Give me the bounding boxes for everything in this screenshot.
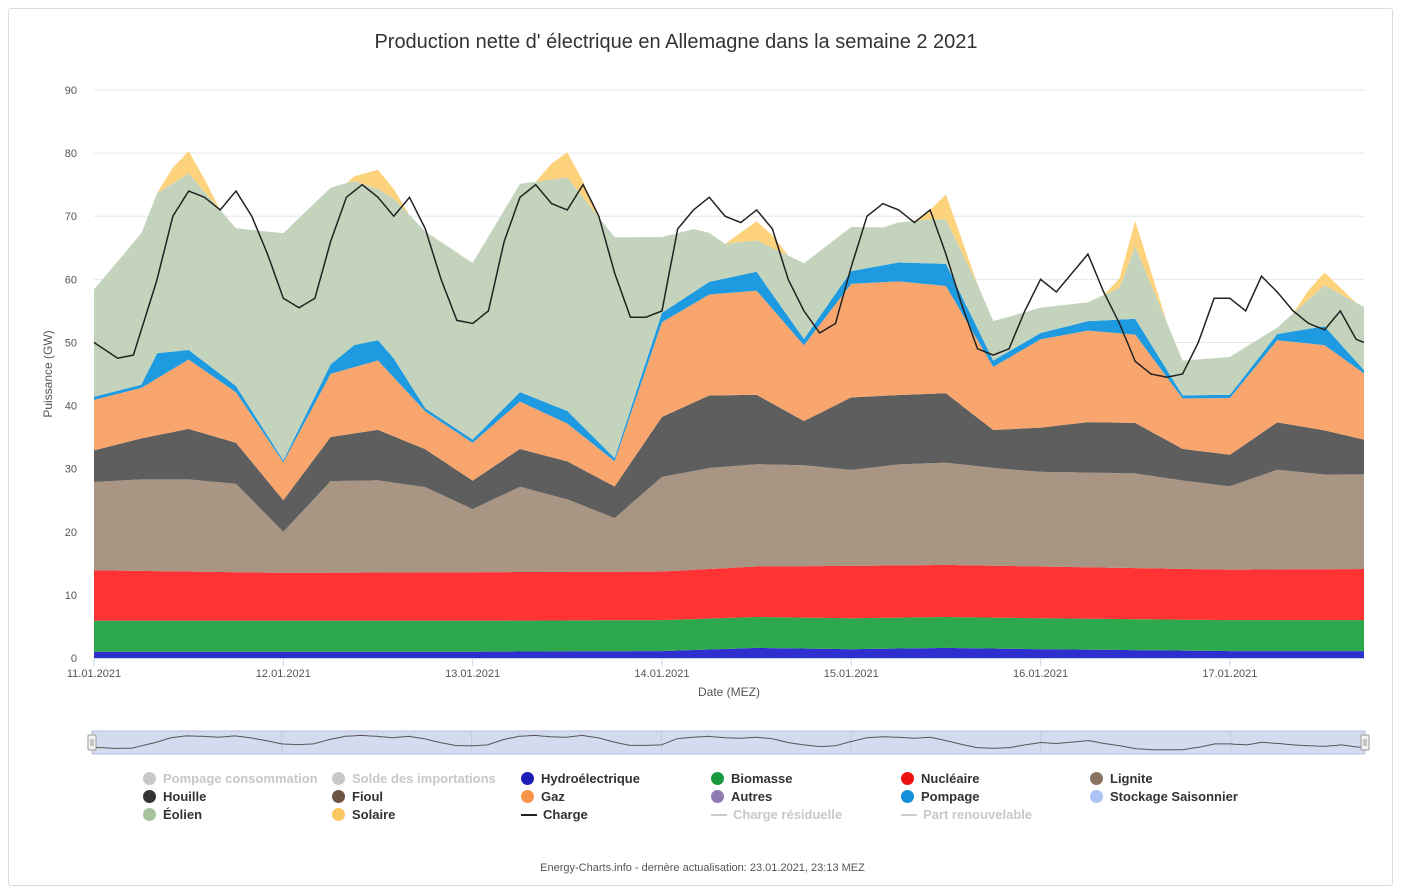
y-tick-label: 50 (65, 337, 77, 349)
x-tick-label: 12.01.2021 (256, 668, 311, 680)
legend-line-marker (901, 813, 917, 816)
area-hydroélectrique[interactable] (94, 647, 1364, 658)
legend-dot-marker (1090, 772, 1103, 785)
y-tick-label: 70 (65, 211, 77, 223)
legend-item[interactable]: Gaz (521, 789, 565, 804)
legend-label: Charge (543, 807, 588, 822)
legend-item[interactable]: Part renouvelable (901, 807, 1032, 822)
legend-item[interactable]: Solaire (332, 807, 395, 822)
legend-label: Biomasse (731, 771, 793, 786)
legend-item[interactable]: Éolien (143, 807, 202, 822)
area-nucléaire[interactable] (94, 564, 1364, 621)
x-tick-label: 17.01.2021 (1202, 668, 1257, 680)
legend-label: Solde des importations (352, 771, 496, 786)
legend-item[interactable]: Solde des importations (332, 771, 496, 786)
chart-title: Production nette d' électrique en Allema… (374, 31, 977, 53)
stacked-areas (94, 151, 1364, 658)
legend-dot-marker (143, 790, 156, 803)
legend-item[interactable]: Houille (143, 789, 206, 804)
legend-label: Pompage (921, 789, 980, 804)
legend-item[interactable]: Pompage (901, 789, 980, 804)
legend-item[interactable]: Fioul (332, 789, 383, 804)
legend-dot-marker (521, 790, 534, 803)
navigator-handle[interactable] (87, 734, 97, 751)
legend-label: Autres (731, 789, 773, 804)
legend-label: Fioul (352, 789, 384, 804)
legend-dot-marker (901, 772, 914, 785)
area-houille[interactable] (94, 393, 1364, 532)
legend-label: Lignite (1110, 771, 1153, 786)
y-axis-label: Puissance (GW) (41, 330, 55, 417)
legend-label: Pompage consommation (163, 771, 318, 786)
footer-credits: Energy-Charts.info - dernère actualisati… (540, 862, 865, 874)
legend-label: Gaz (541, 789, 565, 804)
legend-item[interactable]: Stockage Saisonnier (1090, 789, 1238, 804)
y-tick-label: 90 (65, 85, 77, 97)
legend-label: Solaire (352, 807, 396, 822)
x-axis-label: Date (MEZ) (698, 685, 760, 699)
legend-item[interactable]: Biomasse (711, 771, 792, 786)
legend-item[interactable]: Charge (521, 807, 588, 822)
legend-item[interactable]: Lignite (1090, 771, 1153, 786)
legend-dot-marker (901, 790, 914, 803)
navigator-selected-range[interactable] (91, 730, 1366, 755)
x-tick-label: 15.01.2021 (824, 668, 879, 680)
legend-dot-marker (332, 772, 345, 785)
legend-label: Charge résiduelle (733, 807, 843, 822)
x-axis: 11.01.2021 12.01.2021 13.01.2021 14.01.2021… (67, 658, 1364, 680)
legend-item[interactable]: Hydroélectrique (521, 771, 640, 786)
y-tick-label: 0 (71, 653, 77, 665)
legend-dot-marker (1090, 790, 1103, 803)
y-tick-label: 30 (65, 464, 77, 476)
legend-label: Éolien (163, 807, 203, 822)
area-lignite[interactable] (94, 462, 1364, 573)
legend-dot-marker (332, 808, 345, 821)
legend-item[interactable]: Nucléaire (901, 771, 980, 786)
x-tick-label: 11.01.2021 (67, 668, 121, 680)
legend-label: Stockage Saisonnier (1110, 789, 1238, 804)
y-tick-label: 60 (65, 274, 77, 286)
area-éolien[interactable] (94, 173, 1364, 461)
y-tick-label: 80 (65, 148, 77, 160)
y-tick-label: 10 (65, 590, 77, 602)
legend-dot-marker (711, 790, 724, 803)
y-axis: 0 10 20 30 40 50 60 70 80 90 (65, 85, 77, 665)
navigator-handle[interactable] (1360, 734, 1370, 751)
legend-item[interactable]: Pompage consommation (143, 771, 318, 786)
area-gaz[interactable] (94, 281, 1364, 501)
legend-line-marker (711, 813, 727, 816)
legend-dot-marker (143, 772, 156, 785)
range-navigator[interactable] (87, 730, 1370, 755)
legend-dot-marker (332, 790, 345, 803)
y-tick-label: 20 (65, 527, 77, 539)
legend-line-marker (521, 813, 537, 816)
area-pompage[interactable] (94, 262, 1364, 463)
x-tick-label: 13.01.2021 (445, 668, 500, 680)
legend-dot-marker (711, 772, 724, 785)
y-tick-label: 40 (65, 401, 77, 413)
legend-label: Nucléaire (921, 771, 980, 786)
legend-label: Part renouvelable (923, 807, 1033, 822)
legend-item[interactable]: Autres (711, 789, 772, 804)
legend-dot-marker (143, 808, 156, 821)
load-line (93, 183, 1365, 378)
navigator-series (91, 734, 1366, 751)
legend-item[interactable]: Charge résiduelle (711, 807, 842, 822)
area-biomasse[interactable] (94, 617, 1364, 652)
x-tick-label: 16.01.2021 (1013, 668, 1068, 680)
x-tick-label: 14.01.2021 (634, 668, 689, 680)
legend-label: Hydroélectrique (541, 771, 640, 786)
legend-label: Houille (163, 789, 207, 804)
line-charge[interactable] (93, 183, 1365, 378)
legend-dot-marker (521, 772, 534, 785)
